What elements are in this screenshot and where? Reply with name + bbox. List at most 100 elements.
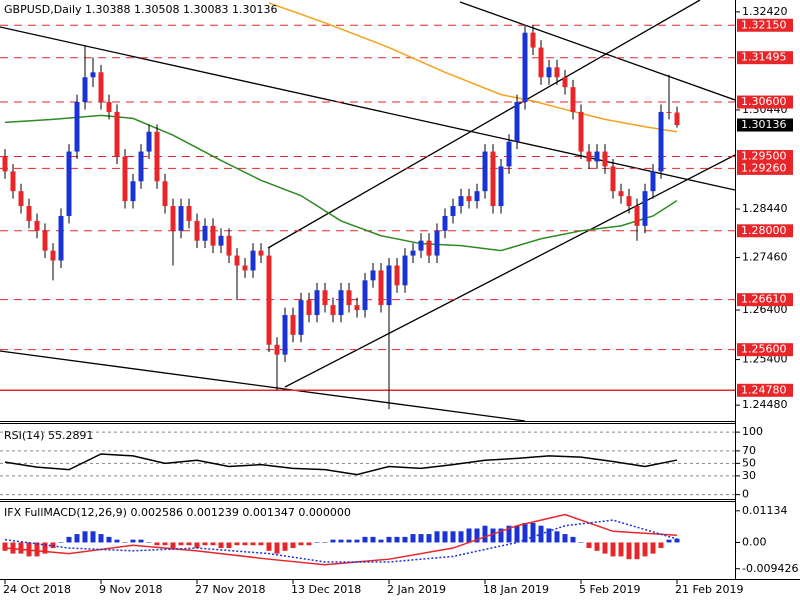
histogram-bar [218, 542, 224, 549]
level-label-box [737, 95, 793, 109]
histogram-bar [282, 542, 288, 551]
histogram-bar [2, 542, 8, 551]
candle-body [554, 67, 560, 78]
rsi-line [4, 453, 678, 476]
level-label-box [737, 51, 793, 65]
y-tick-label: 30 [742, 469, 756, 482]
histogram-bar [642, 542, 648, 557]
candle-body [370, 270, 376, 281]
chart-title: GBPUSD,Daily 1.30388 1.30508 1.30083 1.3… [4, 3, 277, 16]
histogram-bar [82, 531, 88, 543]
histogram-bar [266, 542, 272, 551]
histogram-bar [90, 531, 96, 543]
histogram-bar [362, 536, 368, 543]
candle-body [618, 191, 624, 197]
histogram-bar [426, 534, 432, 543]
histogram-bar [450, 531, 456, 543]
histogram-bar [674, 538, 680, 543]
candle-body [642, 191, 648, 226]
level-label: 1.24780 [741, 383, 787, 396]
y-tick-label: 1.27460 [742, 251, 788, 264]
candle-body [138, 151, 144, 182]
candle-body [18, 191, 24, 207]
candle-body [306, 300, 312, 316]
level-label-box [737, 383, 793, 397]
histogram-bar [226, 542, 232, 549]
candle-body [346, 290, 352, 306]
level-label-box [737, 343, 793, 357]
x-tick-label: 2 Jan 2019 [387, 583, 446, 596]
histogram-bar [114, 539, 120, 543]
histogram-bar [202, 542, 208, 546]
level-label: 1.31495 [741, 51, 787, 64]
candle-body [562, 77, 568, 88]
histogram-bar [106, 536, 112, 543]
level-label-box [737, 293, 793, 307]
histogram-bar [514, 525, 520, 543]
histogram-bar [242, 542, 248, 546]
candle-body [258, 250, 264, 256]
level-label: 1.30600 [741, 95, 787, 108]
candle-body [442, 215, 448, 231]
current-price-box [737, 118, 793, 132]
histogram-bar [250, 542, 256, 546]
histogram-bar [554, 531, 560, 543]
rsi-title: RSI(14) 55.2891 [4, 429, 93, 442]
histogram-bar [626, 542, 632, 560]
candle-body [90, 72, 96, 78]
histogram-bar [594, 542, 600, 551]
histogram-bar [138, 539, 144, 543]
candle-body [450, 206, 456, 216]
level-label-box [737, 161, 793, 175]
candle-body [514, 102, 520, 142]
histogram-bar [570, 536, 576, 543]
candle-body [266, 255, 272, 345]
histogram-bar [618, 542, 624, 557]
histogram-bar [42, 542, 48, 554]
histogram-bar [74, 534, 80, 543]
candle-body [146, 131, 152, 152]
y-tick-label: 1.32420 [742, 5, 788, 18]
candle-body [394, 265, 400, 286]
y-tick-label: 1.24480 [742, 398, 788, 411]
histogram-bar [586, 542, 592, 549]
candle-body [226, 235, 232, 256]
candle-body [458, 196, 464, 207]
histogram-bar [346, 539, 352, 543]
level-label: 1.25600 [741, 343, 787, 356]
candle-body [298, 300, 304, 335]
histogram-bar [170, 542, 176, 549]
y-tick-label: 1.28440 [742, 202, 788, 215]
candle-body [466, 196, 472, 202]
candle-body [322, 290, 328, 306]
histogram-bar [314, 542, 320, 543]
histogram-bar [562, 534, 568, 543]
histogram-bar [338, 539, 344, 543]
level-label-box [737, 224, 793, 238]
candle-body [418, 240, 424, 251]
candle-body [218, 235, 224, 246]
histogram-bar [650, 542, 656, 554]
candle-body [10, 171, 16, 192]
histogram-bar [410, 534, 416, 543]
level-label-box [737, 18, 793, 32]
candle-body [250, 250, 256, 271]
candle-body [626, 196, 632, 207]
candle-body [34, 220, 40, 231]
histogram-bar [658, 542, 664, 549]
histogram-bar [18, 542, 24, 554]
histogram-bar [434, 531, 440, 543]
candle-body [538, 47, 544, 78]
y-tick-label: 1.26400 [742, 303, 788, 316]
candle-body [282, 315, 288, 355]
channel-line [284, 154, 735, 388]
level-label: 1.26610 [741, 293, 787, 306]
candle-body [658, 111, 664, 172]
histogram-bar [330, 539, 336, 543]
candle-body [130, 181, 136, 202]
level-label: 1.32150 [741, 18, 787, 31]
histogram-bar [458, 531, 464, 543]
candle-body [426, 240, 432, 256]
histogram-bar [258, 542, 264, 546]
